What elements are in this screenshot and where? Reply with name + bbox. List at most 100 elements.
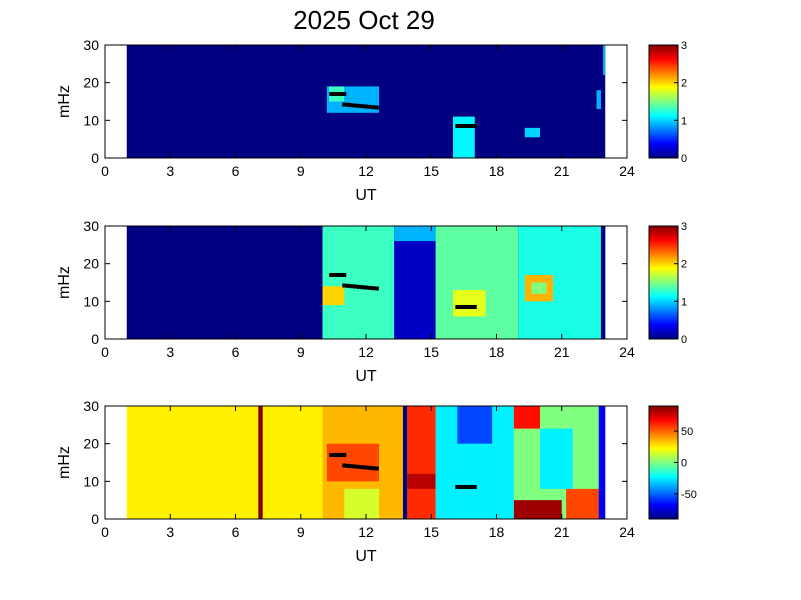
colorbar-tick-label: 2 [681, 259, 687, 271]
marker-point [465, 304, 470, 309]
colorbar-tick-label: -50 [681, 489, 697, 501]
x-tick-label: 0 [101, 344, 109, 360]
marker-point [332, 272, 337, 277]
x-tick-label: 9 [297, 344, 305, 360]
colorbar-tick-label: 0 [681, 153, 687, 165]
marker-track-2 [342, 463, 379, 471]
colorbar-3: 50 0 -50 [648, 405, 697, 520]
spectrogram-region-1 [258, 406, 263, 519]
marker-point [356, 284, 361, 289]
marker-point [371, 466, 376, 471]
marker-point [356, 464, 361, 469]
spectrogram-region-4 [435, 226, 519, 339]
marker-point [360, 285, 365, 290]
x-tick-label: 0 [101, 163, 109, 179]
x-tick-label: 3 [166, 163, 174, 179]
x-tick-label: 9 [297, 163, 305, 179]
spectrogram-panel-3: 0 3 6 9 12 15 18 21 24 0 10 20 30 UT mHz 50 0 -50 [56, 398, 697, 565]
marker-track-2 [342, 102, 379, 110]
marker-point [345, 463, 350, 468]
y-tick-label: 20 [83, 75, 99, 91]
spectrogram-region-6 [407, 406, 436, 519]
marker-track-1 [329, 91, 347, 96]
x-tick-label: 15 [423, 524, 439, 540]
marker-point [356, 103, 361, 108]
y-tick-label: 10 [83, 293, 99, 309]
marker-point [360, 104, 365, 109]
marker-point [455, 304, 460, 309]
marker-point [329, 452, 334, 457]
marker-point [342, 272, 347, 277]
spectrogram-region-15 [598, 406, 606, 519]
x-tick-label: 21 [554, 524, 570, 540]
marker-track-3 [455, 304, 477, 309]
y-axis-label: mHz [56, 446, 73, 479]
spectrogram-region-1 [322, 226, 395, 339]
marker-point [338, 272, 343, 277]
x-tick-label: 21 [554, 163, 570, 179]
x-tick-label: 3 [166, 524, 174, 540]
x-tick-label: 0 [101, 524, 109, 540]
y-tick-label: 20 [83, 256, 99, 272]
colorbar-tick-label: 2 [681, 78, 687, 90]
marker-point [462, 123, 467, 128]
marker-point [472, 304, 477, 309]
spectrogram-region-3 [326, 443, 380, 482]
marker-point [329, 91, 334, 96]
spectrogram-region-10 [600, 226, 606, 339]
y-tick-label: 20 [83, 436, 99, 452]
y-tick-label: 10 [83, 112, 99, 128]
marker-point [469, 123, 474, 128]
marker-point [349, 464, 354, 469]
colorbar-tick-label: 1 [681, 115, 687, 127]
marker-track-1 [329, 452, 347, 457]
marker-point [353, 103, 358, 108]
spectrogram-region-5 [402, 406, 408, 519]
marker-point [364, 285, 368, 290]
marker-point [345, 102, 350, 107]
spectrogram-region-14 [540, 428, 573, 489]
marker-point [458, 304, 463, 309]
marker-point [472, 123, 477, 128]
y-axis-label: mHz [56, 85, 73, 118]
marker-point [469, 484, 474, 489]
spectrogram-region-2 [394, 226, 436, 339]
y-tick-label: 0 [91, 150, 99, 166]
colorbar-tick-label: 50 [681, 426, 693, 438]
x-axis-label: UT [355, 368, 377, 385]
x-tick-label: 24 [619, 524, 635, 540]
marker-track-1 [329, 272, 347, 277]
colorbar-tick-label: 0 [681, 458, 687, 470]
marker-point [349, 284, 354, 289]
spectrogram-region-6 [322, 286, 345, 306]
marker-point [469, 304, 474, 309]
y-tick-label: 30 [83, 218, 99, 234]
spectrogram-region-12 [513, 406, 540, 429]
marker-point [458, 484, 463, 489]
x-tick-label: 15 [423, 344, 439, 360]
marker-point [367, 465, 372, 470]
spectrogram-region-9 [531, 282, 547, 294]
marker-point [374, 466, 379, 471]
x-tick-label: 12 [358, 344, 374, 360]
x-tick-label: 18 [489, 524, 505, 540]
colorbar-tick-label: 3 [681, 40, 687, 52]
marker-point [374, 286, 379, 291]
x-tick-label: 15 [423, 163, 439, 179]
x-tick-label: 6 [232, 524, 240, 540]
spectrogram-region-11 [513, 500, 562, 519]
colorbar-scale [648, 405, 679, 520]
y-tick-label: 0 [91, 331, 99, 347]
x-tick-label: 24 [619, 344, 635, 360]
marker-point [455, 484, 460, 489]
colorbar-tick-label: 3 [681, 221, 687, 233]
marker-point [338, 452, 343, 457]
marker-point [342, 452, 347, 457]
marker-point [342, 91, 347, 96]
marker-point [455, 123, 460, 128]
marker-point [342, 102, 347, 107]
marker-point [374, 105, 379, 110]
marker-point [353, 464, 358, 469]
